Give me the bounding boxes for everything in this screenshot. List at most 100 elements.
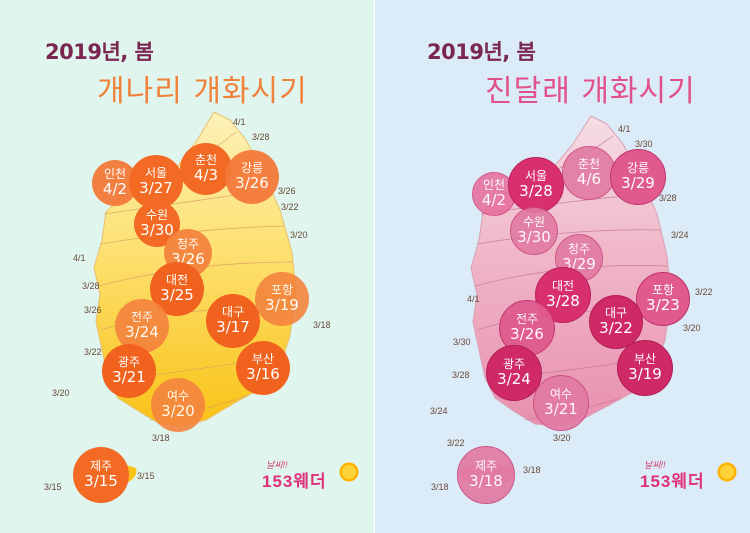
- city-name: 청주: [176, 237, 200, 252]
- isoline-label: 3/18: [152, 433, 170, 443]
- bloom-date: 3/28: [519, 182, 553, 201]
- city-name: 여수: [166, 389, 190, 404]
- bloom-date: 3/21: [112, 368, 146, 387]
- city-name: 춘천: [194, 153, 218, 168]
- city-bubble-gwangju: 광주 3/24: [486, 345, 542, 401]
- logo-small-text: 날씨!!: [644, 460, 666, 470]
- city-name: 서울: [144, 166, 168, 181]
- isoline-label: 4/1: [618, 124, 631, 134]
- isoline-label: 4/1: [233, 117, 246, 127]
- isoline-label: 3/28: [452, 370, 470, 380]
- city-name: 부산: [251, 352, 275, 367]
- bloom-date: 3/18: [469, 472, 503, 491]
- city-name: 강릉: [626, 161, 650, 176]
- city-name: 부산: [633, 352, 657, 367]
- forsythia-title: 개나리 개화시기: [97, 74, 308, 109]
- city-bubble-gangneung: 강릉 3/29: [610, 149, 666, 205]
- city-name: 인천: [103, 167, 127, 182]
- forsythia-panel: 2019년, 봄 개나리 개화시기 4/1 3/28 3/26 3/22 3/2…: [0, 0, 375, 533]
- city-name: 제주: [89, 459, 113, 474]
- bloom-date: 4/6: [576, 170, 602, 189]
- isoline-label: 3/18: [431, 482, 449, 492]
- city-bubble-busan: 부산 3/16: [236, 341, 290, 395]
- sun-icon: [716, 461, 738, 483]
- city-bubble-gangneung: 강릉 3/26: [225, 150, 279, 204]
- city-name: 대전: [551, 279, 575, 294]
- city-bubble-pohang: 포항 3/19: [255, 272, 309, 326]
- 153weather-logo: 날씨!! 153웨더: [262, 458, 362, 491]
- city-name: 대구: [604, 306, 628, 321]
- isoline-label: 3/26: [278, 186, 296, 196]
- azalea-panel: 2019년, 봄 진달래 개화시기 4/1 3/30 3/28 3/24 3/2…: [375, 0, 750, 533]
- logo-small-text: 날씨!!: [266, 460, 288, 470]
- city-name: 인천: [482, 178, 506, 193]
- city-name: 서울: [524, 169, 548, 184]
- isoline-label: 3/20: [683, 323, 701, 333]
- city-bubble-jeju: 제주 3/18: [457, 446, 515, 504]
- azalea-title: 진달래 개화시기: [485, 74, 696, 109]
- 153weather-logo: 날씨!! 153웨더: [640, 458, 740, 491]
- city-bubble-seoul: 서울 3/28: [508, 157, 564, 213]
- isoline-label: 3/22: [447, 438, 465, 448]
- city-name: 전주: [515, 312, 539, 327]
- city-bubble-pohang: 포항 3/23: [636, 272, 690, 326]
- isoline-label: 4/1: [467, 294, 480, 304]
- bloom-date: 3/21: [544, 400, 578, 419]
- city-bubble-seoul: 서울 3/27: [129, 155, 183, 209]
- city-name: 청주: [567, 242, 591, 257]
- bloom-date: 4/2: [481, 191, 507, 210]
- forsythia-year-season: 2019년, 봄: [45, 40, 154, 64]
- isoline-label: 3/30: [635, 139, 653, 149]
- isoline-label: 3/15: [44, 482, 62, 492]
- city-bubble-jeju: 제주 3/15: [73, 447, 129, 503]
- bloom-date: 3/29: [621, 174, 655, 193]
- isoline-label: 3/30: [453, 337, 471, 347]
- city-bubble-daegu: 대구 3/22: [589, 295, 643, 349]
- isoline-label: 3/28: [659, 193, 677, 203]
- city-bubble-jeonju: 전주 3/26: [499, 300, 555, 356]
- city-name: 여수: [549, 387, 573, 402]
- city-bubble-yeosu: 여수 3/20: [151, 378, 205, 432]
- bloom-date: 3/27: [139, 179, 173, 198]
- city-name: 제주: [474, 459, 498, 474]
- bloom-date: 3/17: [216, 318, 250, 337]
- city-name: 대전: [165, 273, 189, 288]
- isoline-label: 4/1: [73, 253, 86, 263]
- city-bubble-yeosu: 여수 3/21: [533, 375, 589, 431]
- city-name: 대구: [221, 305, 245, 320]
- city-name: 포항: [270, 283, 294, 298]
- bloom-date: 4/3: [193, 166, 219, 185]
- bloom-date: 3/15: [84, 472, 118, 491]
- isoline-label: 3/24: [430, 406, 448, 416]
- isoline-label: 3/26: [84, 305, 102, 315]
- city-bubble-busan: 부산 3/19: [617, 340, 673, 396]
- isoline-label: 3/22: [281, 202, 299, 212]
- bloom-date: 3/24: [497, 370, 531, 389]
- logo-text: 153웨더: [640, 472, 705, 491]
- city-bubble-gwangju: 광주 3/21: [102, 344, 156, 398]
- bloom-date: 3/24: [125, 323, 159, 342]
- bloom-date: 3/23: [646, 296, 680, 315]
- isoline-label: 3/20: [290, 230, 308, 240]
- city-bubble-chuncheon: 춘천 4/6: [562, 146, 616, 200]
- bloom-date: 3/25: [160, 286, 194, 305]
- bloom-date: 3/16: [246, 365, 280, 384]
- city-name: 광주: [502, 357, 526, 372]
- isoline-label: 3/24: [671, 230, 689, 240]
- city-name: 춘천: [577, 157, 601, 172]
- city-name: 전주: [130, 310, 154, 325]
- bloom-date: 3/28: [546, 292, 580, 311]
- bloom-date: 3/19: [628, 365, 662, 384]
- isoline-label: 3/18: [313, 320, 331, 330]
- isoline-label: 3/15: [137, 471, 155, 481]
- bloom-date: 3/22: [599, 319, 633, 338]
- city-name: 수원: [522, 215, 546, 230]
- bloom-date: 3/19: [265, 296, 299, 315]
- isoline-label: 3/20: [553, 433, 571, 443]
- city-bubble-suwon: 수원 3/30: [510, 207, 558, 255]
- bloom-date: 3/30: [140, 221, 174, 240]
- isoline-label: 3/20: [52, 388, 70, 398]
- logo-text: 153웨더: [262, 472, 327, 491]
- isoline-label: 3/22: [695, 287, 713, 297]
